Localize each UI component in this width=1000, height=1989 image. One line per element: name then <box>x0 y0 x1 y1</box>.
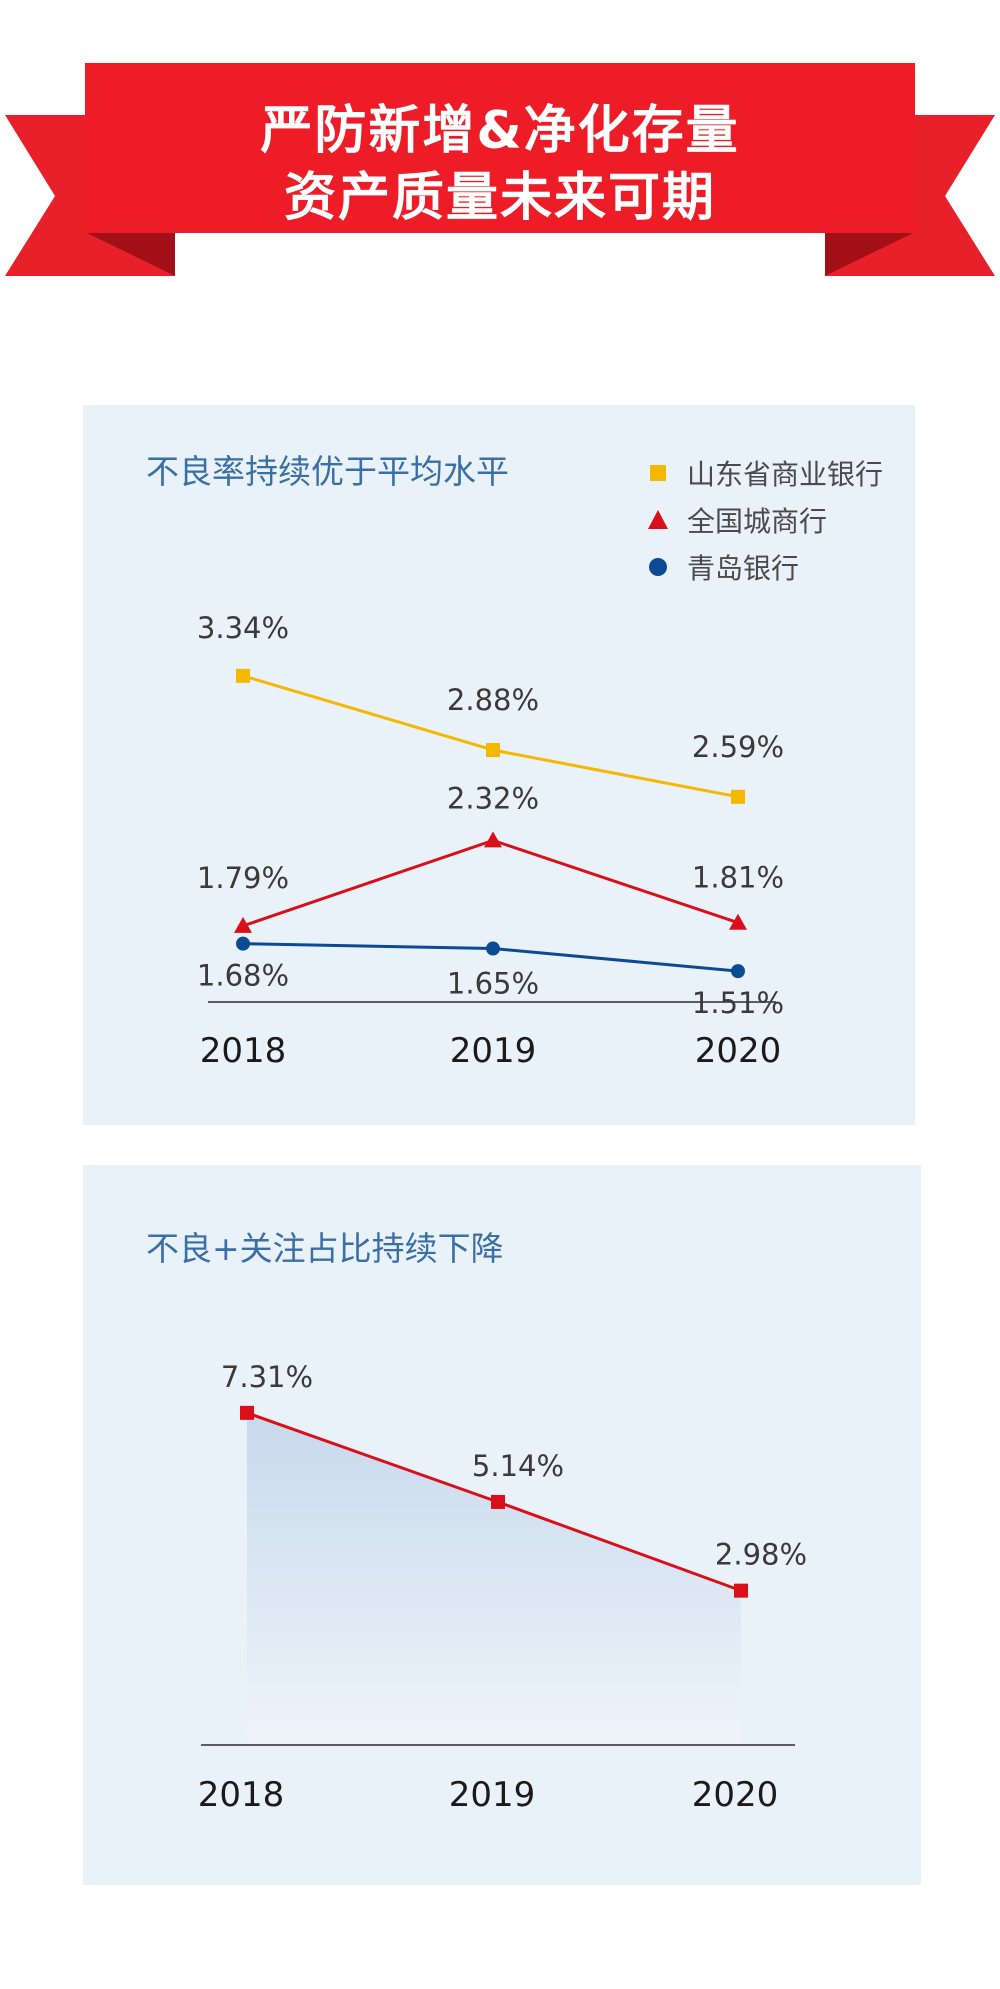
data-point-0-1 <box>486 743 500 758</box>
x-tick-label-2: 2020 <box>692 1775 779 1815</box>
series-line-1 <box>242 838 739 928</box>
title-banner <box>5 63 995 276</box>
banner-title-line-2: 资产质量未来可期 <box>283 168 716 228</box>
legend-label-national: 全国城商行 <box>687 505 828 538</box>
legend-item-national: 全国城商行 <box>643 500 827 540</box>
data-point-0-1 <box>491 1494 505 1509</box>
data-point-0-2 <box>731 789 745 804</box>
data-point-2-0 <box>236 936 250 951</box>
legend-item-shandong: 山东省商业银行 <box>643 453 883 493</box>
legend-label-qingdao: 青岛银行 <box>687 552 800 585</box>
data-label-2-0: 1.68% <box>197 959 289 993</box>
watch-chart-title: 不良+关注占比持续下降 <box>146 1229 504 1268</box>
banner-right-fold <box>825 232 915 276</box>
data-label-1-2: 1.81% <box>692 861 784 895</box>
data-label-0-0: 7.31% <box>221 1360 313 1394</box>
x-tick-label-2: 2020 <box>695 1031 782 1071</box>
data-point-1-0 <box>234 916 252 933</box>
legend-item-qingdao: 青岛银行 <box>643 547 799 587</box>
banner-left-fold <box>85 232 175 276</box>
legend-label-shandong: 山东省商业银行 <box>687 458 884 491</box>
data-point-1-2 <box>729 913 747 930</box>
npl-ratio-panel: 不良率持续优于平均水平 山东省商业银行 全国城商行 青岛银行 3.34% 2.88… <box>83 405 915 1125</box>
data-point-0-0 <box>240 1405 254 1420</box>
data-point-2-1 <box>486 941 500 956</box>
x-tick-label-0: 2018 <box>200 1031 287 1071</box>
data-label-2-2: 1.51% <box>692 986 784 1020</box>
data-point-1-1 <box>484 831 502 848</box>
data-point-0-0 <box>236 668 250 683</box>
npl-chart-title: 不良率持续优于平均水平 <box>146 452 509 491</box>
data-label-1-0: 1.79% <box>197 861 289 895</box>
x-tick-label-1: 2019 <box>449 1775 536 1815</box>
banner-title-line-1: 严防新增&净化存量 <box>260 101 740 161</box>
data-label-1-1: 2.32% <box>447 781 539 815</box>
npl-line-chart: 3.34% 2.88% 2.59% 1.79% 2.32% 1.81% 1.68% 1.65%… <box>197 611 784 1071</box>
x-tick-label-0: 2018 <box>198 1775 285 1815</box>
data-label-2-1: 1.65% <box>447 967 539 1001</box>
data-label-0-2: 2.98% <box>715 1538 807 1572</box>
npl-watch-area-chart: 7.31% 5.14% 2.98% 2018 2019 2020 <box>198 1360 807 1815</box>
x-tick-label-1: 2019 <box>450 1031 537 1071</box>
legend-square-icon <box>650 465 666 481</box>
data-point-2-2 <box>731 964 745 979</box>
data-label-0-2: 2.59% <box>692 730 784 764</box>
banner-main <box>85 63 915 233</box>
data-point-0-2 <box>734 1583 748 1598</box>
npl-watch-panel: 不良+关注占比持续下降 7.31% 5.14% 2.98% 2018 2019 2020 <box>83 1165 921 1885</box>
legend-triangle-icon <box>648 510 668 529</box>
legend-circle-icon <box>649 558 667 576</box>
data-label-0-1: 2.88% <box>447 683 539 717</box>
data-label-0-1: 5.14% <box>472 1449 564 1483</box>
area-fill <box>247 1412 741 1743</box>
data-label-0-0: 3.34% <box>197 611 289 645</box>
